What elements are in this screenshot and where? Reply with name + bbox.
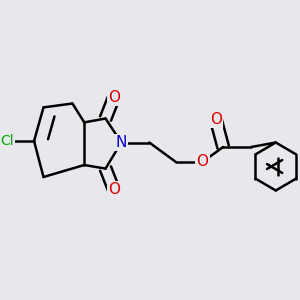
- Text: O: O: [210, 112, 222, 127]
- Text: N: N: [116, 135, 127, 150]
- Text: O: O: [108, 182, 120, 197]
- Text: Cl: Cl: [1, 134, 14, 148]
- Text: O: O: [196, 154, 208, 169]
- Text: O: O: [108, 90, 120, 105]
